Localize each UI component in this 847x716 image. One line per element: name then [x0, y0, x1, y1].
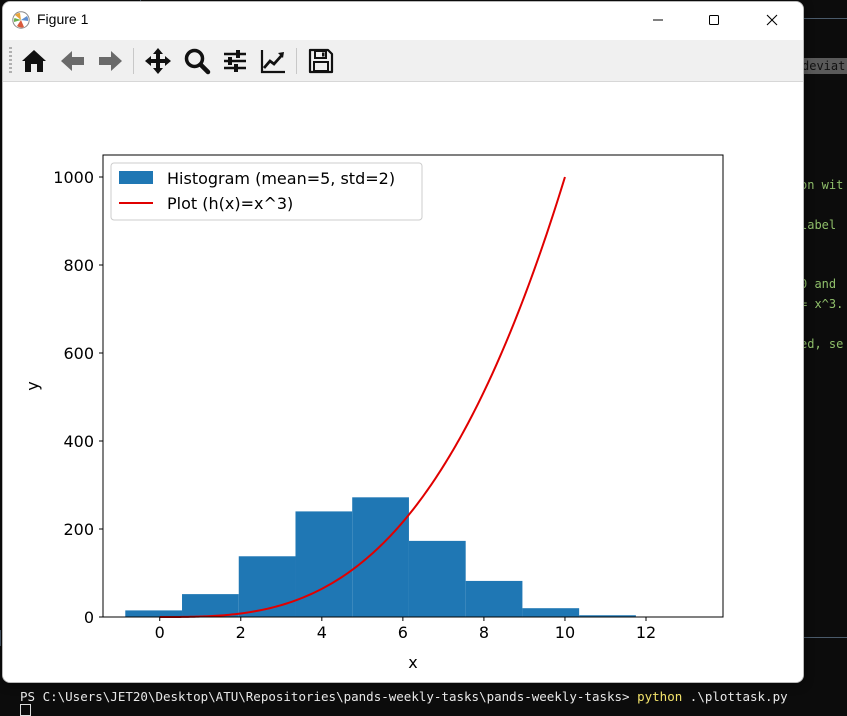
legend-line-label: Plot (h(x)=x^3) [167, 194, 293, 213]
terminal-command: python [637, 689, 682, 704]
y-tick-label: 800 [63, 256, 94, 275]
terminal-text-fragment: on wit [800, 178, 843, 192]
x-tick-label: 2 [236, 623, 246, 642]
sliders-icon [221, 47, 249, 75]
line-chart-icon [259, 47, 287, 75]
histogram-bar [522, 608, 579, 617]
minimize-button[interactable] [631, 2, 685, 39]
home-button[interactable] [17, 44, 51, 78]
terminal-highlighted-text: deviat [800, 58, 847, 74]
floppy-disk-icon [307, 47, 335, 75]
y-tick-label: 600 [63, 344, 94, 363]
terminal-prompt: PS C:\Users\JET20\Desktop\ATU\Repositori… [20, 689, 637, 704]
terminal-text-fragment: = x^3. [800, 297, 843, 311]
y-tick-label: 200 [63, 520, 94, 539]
terminal-cursor [20, 704, 31, 716]
toolbar-separator [296, 48, 297, 74]
y-tick-label: 400 [63, 432, 94, 451]
minimize-icon [652, 14, 664, 26]
legend: Histogram (mean=5, std=2) Plot (h(x)=x^3… [111, 163, 422, 220]
legend-histogram-label: Histogram (mean=5, std=2) [167, 169, 395, 188]
move-icon [144, 47, 172, 75]
terminal-pane-divider [800, 637, 847, 638]
close-button[interactable] [745, 2, 799, 39]
x-tick-label: 6 [398, 623, 408, 642]
x-tick-label: 12 [636, 623, 656, 642]
y-axis-label: y [23, 381, 42, 390]
histogram-bar [295, 511, 352, 617]
zoom-button[interactable] [180, 44, 214, 78]
histogram-bar [409, 541, 466, 617]
matplotlib-app-icon [12, 11, 30, 29]
x-tick-label: 10 [555, 623, 575, 642]
title-bar[interactable]: Figure 1 [3, 2, 803, 39]
back-button[interactable] [56, 44, 90, 78]
figure-canvas[interactable]: 0 2 4 6 8 10 12 0 200 400 600 800 1000 x y Histogra… [3, 82, 803, 682]
terminal-pane-divider [800, 18, 847, 19]
chart[interactable]: 0 2 4 6 8 10 12 0 200 400 600 800 1000 x y Histogra… [3, 82, 803, 682]
terminal-text-fragment: label [800, 218, 836, 232]
pan-button[interactable] [141, 44, 175, 78]
legend-histogram-swatch [119, 171, 153, 184]
y-tick-label: 1000 [53, 168, 94, 187]
arrow-right-icon [96, 47, 124, 75]
toolbar-separator [133, 48, 134, 74]
y-tick-label: 0 [84, 608, 94, 627]
x-tick-label: 0 [155, 623, 165, 642]
navigation-toolbar [3, 40, 803, 82]
close-icon [766, 14, 778, 26]
x-axis-label: x [408, 653, 417, 672]
figure-window: Figure 1 [2, 1, 804, 683]
x-tick-label: 8 [479, 623, 489, 642]
terminal-prompt-line[interactable]: PS C:\Users\JET20\Desktop\ATU\Repositori… [20, 689, 788, 704]
magnifier-icon [183, 47, 211, 75]
histogram-bar [466, 581, 523, 617]
configure-subplots-button[interactable] [218, 44, 252, 78]
terminal-command-argument: .\plottask.py [682, 689, 787, 704]
home-icon [20, 47, 48, 75]
x-tick-label: 4 [317, 623, 327, 642]
forward-button[interactable] [93, 44, 127, 78]
histogram-bar [352, 497, 409, 617]
terminal-pane-divider [0, 630, 1, 646]
histogram-bar [182, 594, 239, 617]
arrow-left-icon [59, 47, 87, 75]
save-button[interactable] [304, 44, 338, 78]
maximize-button[interactable] [687, 2, 741, 39]
toolbar-grip[interactable] [9, 47, 12, 75]
window-title: Figure 1 [37, 11, 88, 27]
maximize-icon [708, 14, 720, 26]
edit-axis-button[interactable] [256, 44, 290, 78]
terminal-text-fragment: ed, se [800, 337, 843, 351]
terminal-text-fragment: 0 and [800, 277, 836, 291]
